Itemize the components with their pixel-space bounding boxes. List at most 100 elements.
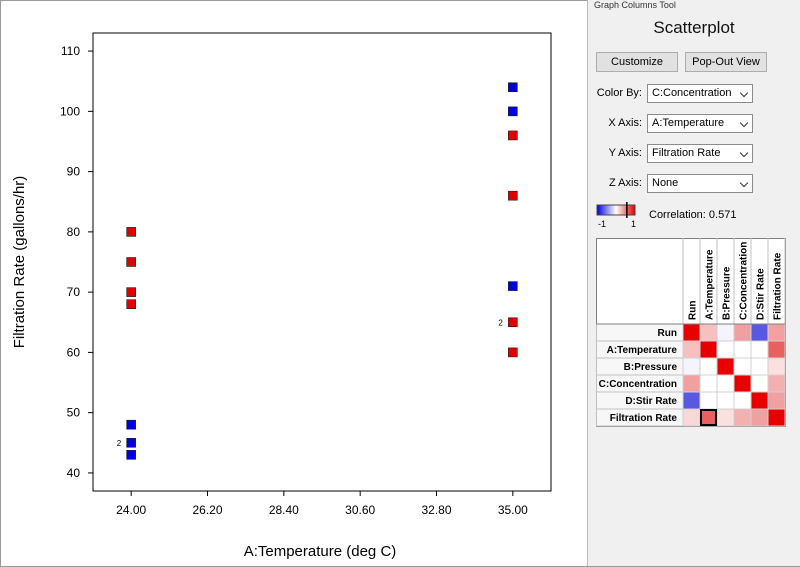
x-tick-label: 30.60: [345, 503, 375, 517]
point-count-label: 2: [117, 439, 122, 448]
y-axis-label: Filtration Rate (gallons/hr): [11, 176, 28, 349]
matrix-cell[interactable]: [733, 408, 752, 427]
data-point: [126, 287, 136, 297]
matrix-cell[interactable]: [733, 340, 752, 359]
data-point: [126, 437, 136, 448]
data-point: [508, 317, 518, 328]
matrix-row-label: Run: [658, 328, 677, 339]
z-axis-select[interactable]: None: [647, 174, 753, 193]
matrix-row-label: C:Concentration: [599, 379, 677, 390]
y-tick-label: 80: [67, 225, 81, 239]
y-tick-label: 40: [67, 466, 81, 480]
matrix-cell[interactable]: [733, 391, 752, 410]
graph-columns-panel: Graph Columns Tool Scatterplot Customize…: [587, 0, 800, 566]
y-tick-label: 100: [60, 104, 80, 118]
matrix-cell[interactable]: [699, 408, 718, 427]
matrix-row-label: B:Pressure: [624, 362, 678, 373]
matrix-cell[interactable]: [733, 323, 752, 342]
panel-title: Scatterplot: [653, 18, 735, 37]
matrix-cell[interactable]: [733, 374, 752, 393]
y-tick-label: 70: [67, 285, 81, 299]
matrix-cell[interactable]: [750, 391, 769, 410]
matrix-cell[interactable]: [767, 374, 786, 393]
data-point: [508, 281, 518, 291]
y-axis-select[interactable]: Filtration Rate: [647, 144, 753, 163]
matrix-cell[interactable]: [682, 340, 701, 359]
data-point: [508, 130, 518, 141]
x-tick-label: 24.00: [116, 503, 146, 517]
correlation-matrix[interactable]: Run A:Temperature B:Pressure C:Concentratio…: [596, 238, 792, 430]
color-by-value: C:Concentration: [652, 87, 732, 99]
matrix-cell[interactable]: [767, 323, 786, 342]
matrix-cell[interactable]: [716, 340, 735, 359]
matrix-cell[interactable]: [750, 340, 769, 359]
correlation-gradient-bar: [596, 204, 636, 216]
matrix-cell[interactable]: [682, 408, 701, 427]
matrix-cell[interactable]: [699, 374, 718, 393]
matrix-cell[interactable]: [682, 323, 701, 342]
x-axis-label: A:Temperature (deg C): [244, 543, 397, 560]
matrix-cell[interactable]: [716, 357, 735, 376]
y-tick-label: 110: [61, 44, 80, 58]
x-axis: 24.00 26.20 28.40 30.60 32.80 35.00: [116, 491, 528, 517]
matrix-cell[interactable]: [750, 357, 769, 376]
matrix-selected-cell[interactable]: [700, 409, 717, 426]
x-tick-label: 26.20: [192, 503, 222, 517]
y-axis: 40 50 60 70 80 90 100 110: [60, 44, 93, 480]
matrix-cell[interactable]: [750, 408, 769, 427]
y-tick-label: 90: [67, 165, 81, 179]
data-point: [508, 347, 518, 358]
matrix-cell[interactable]: [716, 391, 735, 410]
data-point: [126, 257, 136, 267]
matrix-column-label: Run: [688, 301, 699, 320]
matrix-column-label: B:Pressure: [722, 266, 733, 320]
matrix-cell[interactable]: [699, 357, 718, 376]
point-count-label: 2: [498, 318, 503, 327]
matrix-cell[interactable]: [750, 323, 769, 342]
data-point: [508, 106, 518, 117]
matrix-cell[interactable]: [682, 357, 701, 376]
matrix-cell[interactable]: [699, 323, 718, 342]
matrix-cell[interactable]: [699, 340, 718, 359]
color-by-select[interactable]: C:Concentration: [647, 84, 753, 103]
matrix-cell[interactable]: [716, 408, 735, 427]
matrix-cell[interactable]: [767, 408, 786, 427]
x-axis-select-label: X Axis:: [608, 117, 642, 129]
pop-out-view-button[interactable]: Pop-Out View: [685, 52, 767, 72]
matrix-cell[interactable]: [682, 391, 701, 410]
x-axis-value: A:Temperature: [652, 117, 725, 129]
matrix-cell[interactable]: [716, 374, 735, 393]
matrix-cell[interactable]: [682, 374, 701, 393]
data-points: 22: [117, 82, 518, 460]
plot-area: [92, 32, 552, 492]
matrix-cell[interactable]: [716, 323, 735, 342]
data-point: [126, 227, 136, 237]
chevron-down-icon: [739, 88, 749, 98]
y-tick-label: 50: [67, 406, 81, 420]
matrix-row-label: A:Temperature: [607, 345, 678, 356]
data-point: [126, 299, 136, 309]
x-axis-select[interactable]: A:Temperature: [647, 114, 753, 133]
matrix-cell[interactable]: [733, 357, 752, 376]
matrix-cell[interactable]: [767, 391, 786, 410]
matrix-row-label: Filtration Rate: [610, 413, 678, 424]
chevron-down-icon: [739, 148, 749, 158]
data-point: [126, 450, 136, 460]
data-point: [508, 190, 518, 201]
matrix-cell[interactable]: [767, 357, 786, 376]
x-tick-label: 35.00: [498, 503, 528, 517]
matrix-cell[interactable]: [767, 340, 786, 359]
scale-max-label: 1: [631, 219, 636, 229]
z-axis-value: None: [652, 177, 679, 189]
matrix-column-label: C:Concentration: [739, 242, 750, 320]
matrix-cell[interactable]: [699, 391, 718, 410]
matrix-column-label: A:Temperature: [705, 249, 716, 320]
customize-button[interactable]: Customize: [596, 52, 678, 72]
color-by-label: Color By:: [596, 87, 642, 99]
scatterplot[interactable]: 24.00 26.20 28.40 30.60 32.80 35.00 40 50 60 70 8…: [0, 0, 587, 567]
y-axis-value: Filtration Rate: [652, 147, 721, 159]
matrix-column-label: D:Stir Rate: [756, 268, 767, 320]
scale-min-label: -1: [598, 219, 606, 229]
matrix-cell[interactable]: [750, 374, 769, 393]
z-axis-select-label: Z Axis:: [608, 177, 642, 189]
